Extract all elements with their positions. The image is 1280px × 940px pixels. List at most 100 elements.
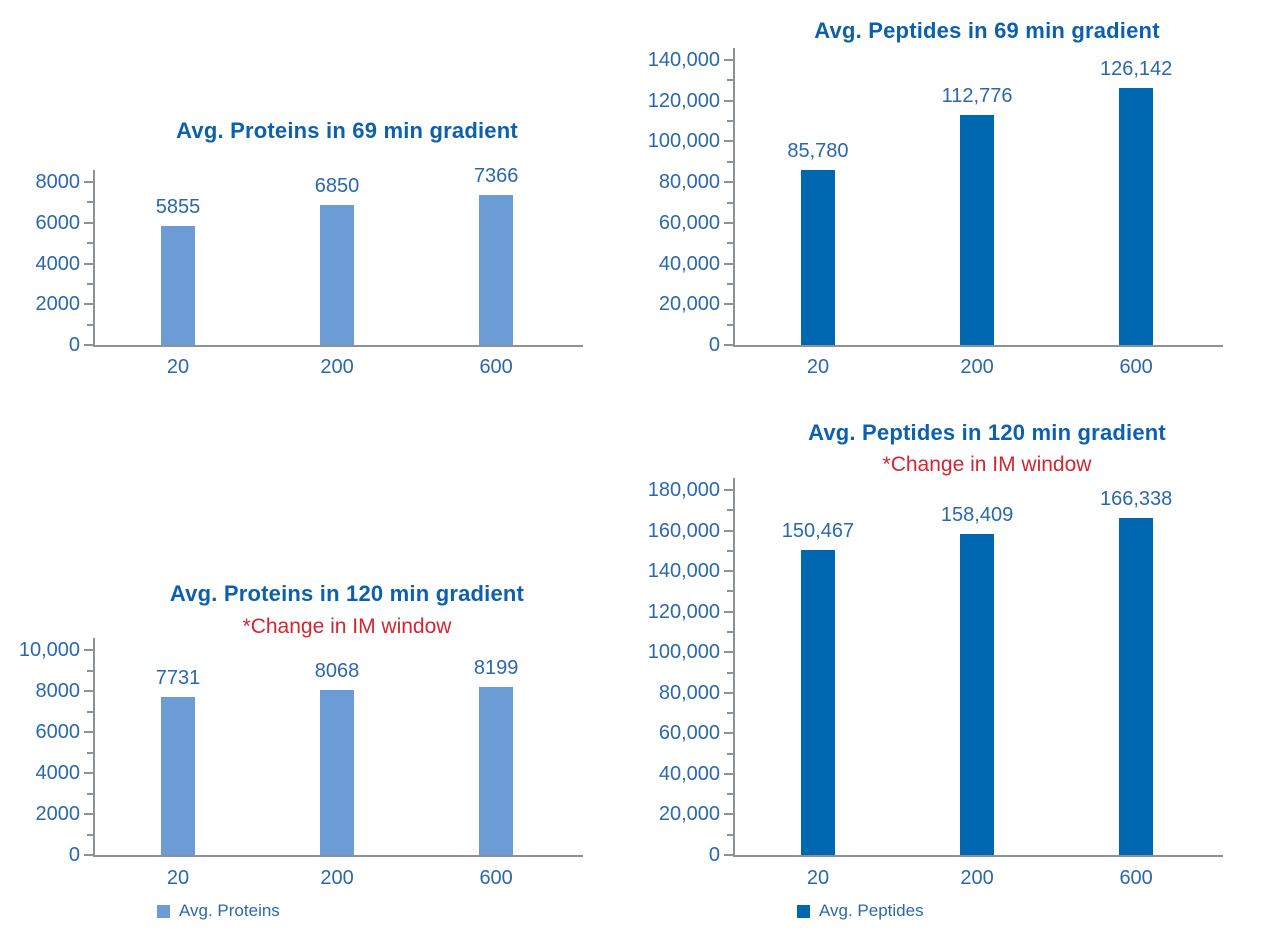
bar-600 xyxy=(1119,88,1154,345)
y-minor-tick xyxy=(727,712,733,715)
y-minor-tick xyxy=(727,242,733,245)
x-axis-line xyxy=(733,345,1223,347)
y-tick-label: 140,000 xyxy=(647,560,720,583)
bar-value-label: 112,776 xyxy=(941,85,1013,108)
x-tick-label: 20 xyxy=(166,356,190,378)
chart-title: Avg. Peptides in 120 min gradient xyxy=(808,420,1166,445)
x-tick-label: 20 xyxy=(806,356,830,378)
y-minor-tick xyxy=(727,282,733,285)
y-tick-label: 140,000 xyxy=(647,49,720,71)
bar-600 xyxy=(1119,517,1154,855)
y-major-tick xyxy=(724,181,733,184)
y-major-tick xyxy=(724,691,733,694)
y-major-tick xyxy=(724,344,733,346)
y-tick-label: 10,000 xyxy=(18,639,80,661)
x-tick-label: 200 xyxy=(960,356,994,378)
x-tick-label: 600 xyxy=(1119,356,1153,378)
y-minor-tick xyxy=(87,669,93,672)
y-major-tick xyxy=(84,262,93,265)
bar-value-label: 150,467 xyxy=(781,519,855,542)
y-major-tick xyxy=(724,813,733,816)
y-major-tick xyxy=(84,731,93,733)
bar-value-label: 166,338 xyxy=(1099,487,1173,510)
y-tick-label: 8000 xyxy=(35,680,81,702)
y-major-tick xyxy=(84,649,93,651)
x-tick-label: 200 xyxy=(960,867,994,889)
y-minor-tick xyxy=(87,323,93,326)
x-tick-label: 20 xyxy=(806,867,830,889)
y-minor-tick xyxy=(727,590,733,593)
x-tick-label: 200 xyxy=(320,356,354,378)
legend-label: Avg. Peptides xyxy=(819,901,924,920)
y-major-tick xyxy=(84,690,93,692)
y-tick-label: 6000 xyxy=(35,211,81,234)
y-tick-label: 8000 xyxy=(35,171,81,193)
bar-value-label: 8068 xyxy=(314,659,360,682)
bar-600 xyxy=(479,686,514,855)
chart-title: Avg. Peptides in 69 min gradient xyxy=(814,18,1160,43)
y-major-tick xyxy=(724,59,733,61)
y-tick-label: 60,000 xyxy=(658,211,720,234)
bar-20 xyxy=(800,170,835,345)
chart-title: Avg. Proteins in 120 min gradient xyxy=(169,581,525,606)
bar-value-label: 126,142 xyxy=(1099,58,1173,81)
y-major-tick xyxy=(724,262,733,265)
y-minor-tick xyxy=(727,201,733,204)
y-tick-label: 0 xyxy=(708,334,720,356)
y-minor-tick xyxy=(87,201,93,204)
y-tick-label: 100,000 xyxy=(647,130,720,153)
x-axis-line xyxy=(93,855,583,857)
x-axis-line xyxy=(93,345,583,347)
y-tick-label: 80,000 xyxy=(658,681,720,704)
y-axis-line xyxy=(93,170,95,347)
bar-value-label: 8199 xyxy=(473,656,519,679)
y-major-tick xyxy=(724,529,733,532)
bar-200 xyxy=(960,533,995,855)
y-minor-tick xyxy=(727,630,733,633)
bar-20 xyxy=(160,225,195,345)
y-tick-label: 120,000 xyxy=(647,600,720,623)
y-tick-label: 120,000 xyxy=(647,89,720,112)
y-major-tick xyxy=(724,651,733,654)
bar-value-label: 6850 xyxy=(314,175,360,198)
y-tick-label: 160,000 xyxy=(647,519,720,542)
y-minor-tick xyxy=(727,160,733,163)
y-minor-tick xyxy=(727,752,733,755)
y-minor-tick xyxy=(727,323,733,326)
y-tick-label: 20,000 xyxy=(658,293,720,316)
y-minor-tick xyxy=(87,833,93,836)
bar-value-label: 85,780 xyxy=(787,140,849,163)
y-tick-label: 4000 xyxy=(35,762,81,784)
x-tick-label: 600 xyxy=(1119,867,1153,889)
bar-20 xyxy=(160,696,195,855)
y-tick-label: 40,000 xyxy=(658,762,720,785)
y-major-tick xyxy=(84,772,93,774)
chart-subtitle: *Change in IM window xyxy=(242,615,452,638)
legend-swatch xyxy=(157,904,170,918)
y-axis-line xyxy=(93,638,95,857)
legend-avg-proteins-120: Avg. Proteins xyxy=(157,900,280,922)
y-tick-label: 60,000 xyxy=(658,722,720,745)
y-tick-label: 40,000 xyxy=(658,252,720,275)
y-major-tick xyxy=(724,489,733,491)
y-minor-tick xyxy=(87,751,93,754)
y-tick-label: 100,000 xyxy=(647,641,720,664)
bar-value-label: 158,409 xyxy=(940,503,1014,526)
y-tick-label: 4000 xyxy=(35,252,81,275)
legend-avg-peptides-120: Avg. Peptides xyxy=(797,900,924,922)
y-major-tick xyxy=(84,813,93,815)
bar-value-label: 5855 xyxy=(155,195,201,218)
x-axis-line xyxy=(733,855,1223,857)
y-major-tick xyxy=(724,99,733,102)
y-major-tick xyxy=(724,570,733,573)
y-minor-tick xyxy=(727,793,733,796)
y-axis-line xyxy=(733,478,735,857)
y-major-tick xyxy=(84,303,93,306)
y-tick-label: 180,000 xyxy=(647,479,720,501)
y-major-tick xyxy=(724,772,733,775)
y-axis-line xyxy=(733,48,735,347)
